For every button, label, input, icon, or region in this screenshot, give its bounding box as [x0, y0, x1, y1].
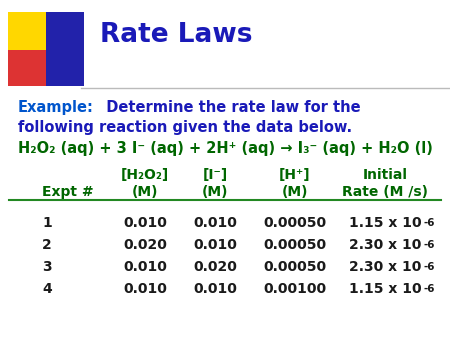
- Text: -6: -6: [423, 240, 435, 250]
- Text: Rate (M /s): Rate (M /s): [342, 185, 428, 199]
- Text: -6: -6: [423, 284, 435, 294]
- Bar: [46, 12, 84, 86]
- Text: 0.010: 0.010: [193, 216, 237, 230]
- Text: 4: 4: [42, 282, 52, 296]
- Text: 0.00050: 0.00050: [263, 238, 327, 252]
- Text: Determine the rate law for the: Determine the rate law for the: [96, 100, 360, 115]
- Text: 0.00100: 0.00100: [263, 282, 327, 296]
- Text: (M): (M): [132, 185, 158, 199]
- Bar: [8, 50, 46, 86]
- Text: H₂O₂ (aq) + 3 I⁻ (aq) + 2H⁺ (aq) → I₃⁻ (aq) + H₂O (l): H₂O₂ (aq) + 3 I⁻ (aq) + 2H⁺ (aq) → I₃⁻ (…: [18, 141, 433, 156]
- Text: 1: 1: [42, 216, 52, 230]
- Text: Rate Laws: Rate Laws: [100, 22, 252, 48]
- Text: 0.010: 0.010: [193, 282, 237, 296]
- Text: 3: 3: [42, 260, 52, 274]
- Text: 2.30 x 10: 2.30 x 10: [349, 260, 421, 274]
- Text: -6: -6: [423, 218, 435, 228]
- Text: (M): (M): [202, 185, 228, 199]
- Bar: [8, 12, 46, 50]
- Text: (M): (M): [282, 185, 308, 199]
- Text: 0.00050: 0.00050: [263, 216, 327, 230]
- Text: [I⁻]: [I⁻]: [202, 168, 228, 182]
- Text: 0.010: 0.010: [123, 282, 167, 296]
- Text: 2.30 x 10: 2.30 x 10: [349, 238, 421, 252]
- Text: 0.00050: 0.00050: [263, 260, 327, 274]
- Text: 0.010: 0.010: [123, 216, 167, 230]
- Text: Initial: Initial: [363, 168, 408, 182]
- Text: [H⁺]: [H⁺]: [279, 168, 311, 182]
- Text: 0.020: 0.020: [193, 260, 237, 274]
- Text: 0.010: 0.010: [193, 238, 237, 252]
- Text: 0.020: 0.020: [123, 238, 167, 252]
- Text: Example:: Example:: [18, 100, 94, 115]
- Text: 1.15 x 10: 1.15 x 10: [349, 282, 421, 296]
- Text: 0.010: 0.010: [123, 260, 167, 274]
- Text: Expt #: Expt #: [42, 185, 94, 199]
- Text: [H₂O₂]: [H₂O₂]: [121, 168, 169, 182]
- Text: -6: -6: [423, 262, 435, 272]
- Text: 1.15 x 10: 1.15 x 10: [349, 216, 421, 230]
- Text: following reaction given the data below.: following reaction given the data below.: [18, 120, 352, 135]
- Text: 2: 2: [42, 238, 52, 252]
